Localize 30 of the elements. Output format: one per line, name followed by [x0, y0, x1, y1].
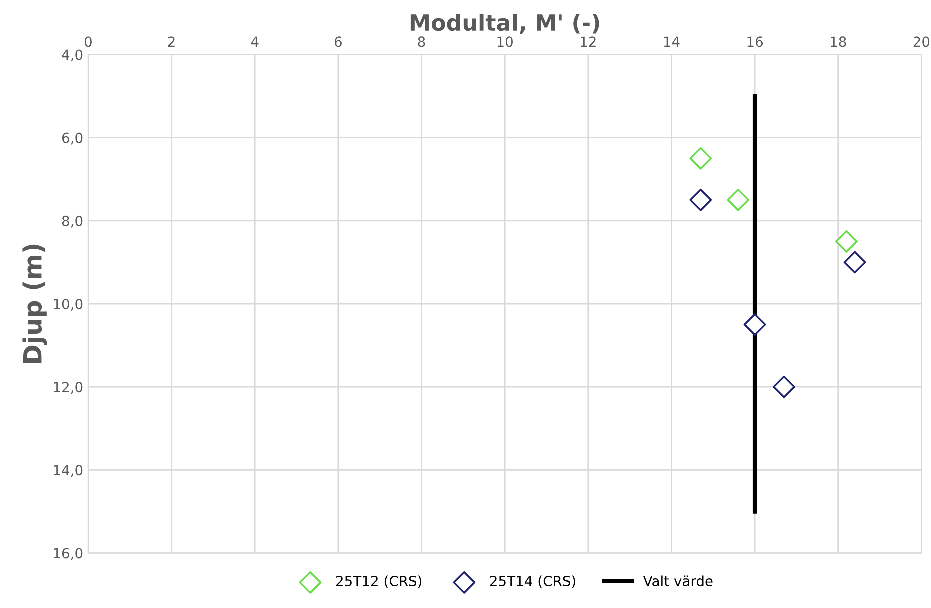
legend-label: Valt värde: [643, 576, 713, 586]
point: [727, 188, 750, 212]
x-tick-label: 14: [664, 36, 680, 47]
x-tick-label: 16: [748, 36, 764, 48]
y-tick-label: 14,0: [54, 465, 83, 478]
point: [773, 376, 796, 398]
x-tick-label: 2: [168, 36, 175, 47]
y-tick-label: 6,0: [62, 132, 83, 145]
point: [835, 230, 858, 253]
legend-label: 25T12 (CRS): [336, 576, 422, 588]
x-tick-label: 0: [84, 36, 92, 48]
x-axis-title: Modultal, M' (-): [410, 14, 600, 34]
y-tick-label: 8,0: [62, 216, 83, 228]
x-tick-label: 20: [914, 36, 930, 48]
y-tick-label: 16,0: [54, 548, 83, 560]
y-axis-title: Djup (m): [22, 244, 48, 364]
x-tick-label: 12: [581, 36, 596, 47]
x-tick-label: 6: [334, 36, 342, 48]
y-tick-label: 12,0: [54, 382, 83, 394]
x-tick-label: 18: [831, 36, 846, 48]
legend-label: 25T14 (CRS): [490, 576, 576, 588]
point: [844, 251, 866, 274]
x-tick-label: 10: [498, 36, 513, 48]
y-tick-label: 10,0: [54, 298, 83, 311]
y-tick-label: 4,0: [62, 50, 83, 62]
point: [690, 188, 712, 212]
point: [744, 314, 766, 336]
x-tick-label: 8: [418, 36, 426, 48]
x-tick-label: 4: [251, 36, 259, 47]
point: [690, 147, 712, 170]
